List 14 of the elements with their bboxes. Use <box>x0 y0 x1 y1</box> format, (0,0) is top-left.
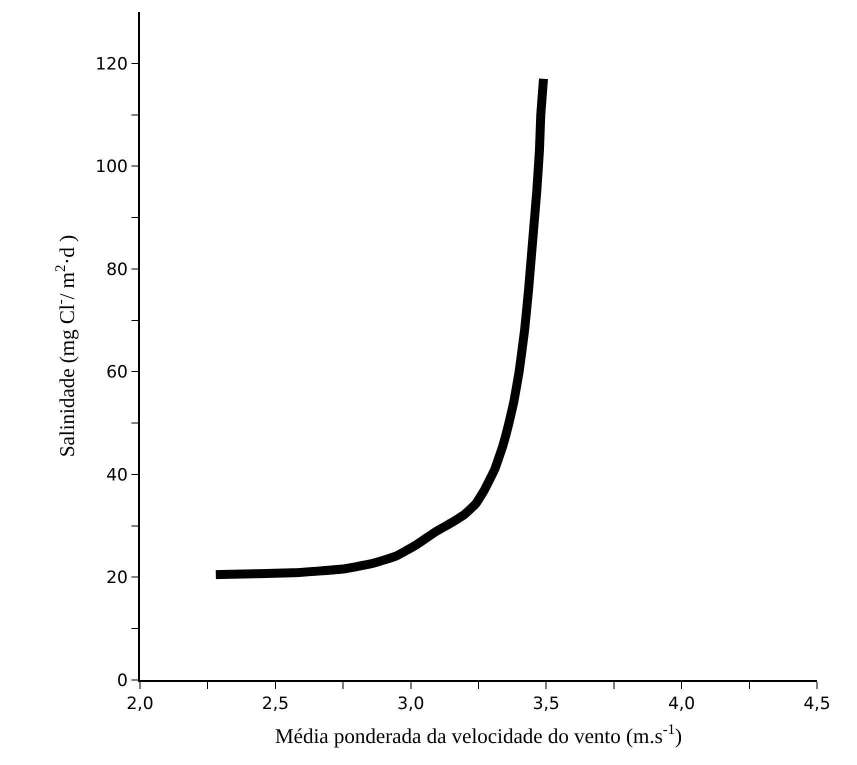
x-tick-label: 4,0 <box>668 694 696 714</box>
y-tick-label: 60 <box>106 362 128 383</box>
x-tick-label: 3,5 <box>532 694 560 714</box>
x-tick-label: 4,5 <box>803 694 831 714</box>
x-tick-label: 3,0 <box>397 694 424 714</box>
x-tick-label: 2,5 <box>262 694 289 714</box>
y-tick-label: 0 <box>117 670 128 691</box>
y-tick-label: 80 <box>106 260 128 280</box>
y-tick-label: 20 <box>106 568 128 588</box>
x-axis-title: Média ponderada da velocidade do vento (m.s$^{-1}$) <box>274 722 682 748</box>
y-tick-label: 40 <box>106 465 128 486</box>
y-tick-label: 100 <box>95 157 128 178</box>
x-tick-label: 2,0 <box>126 694 154 714</box>
y-tick-label: 120 <box>95 54 128 74</box>
